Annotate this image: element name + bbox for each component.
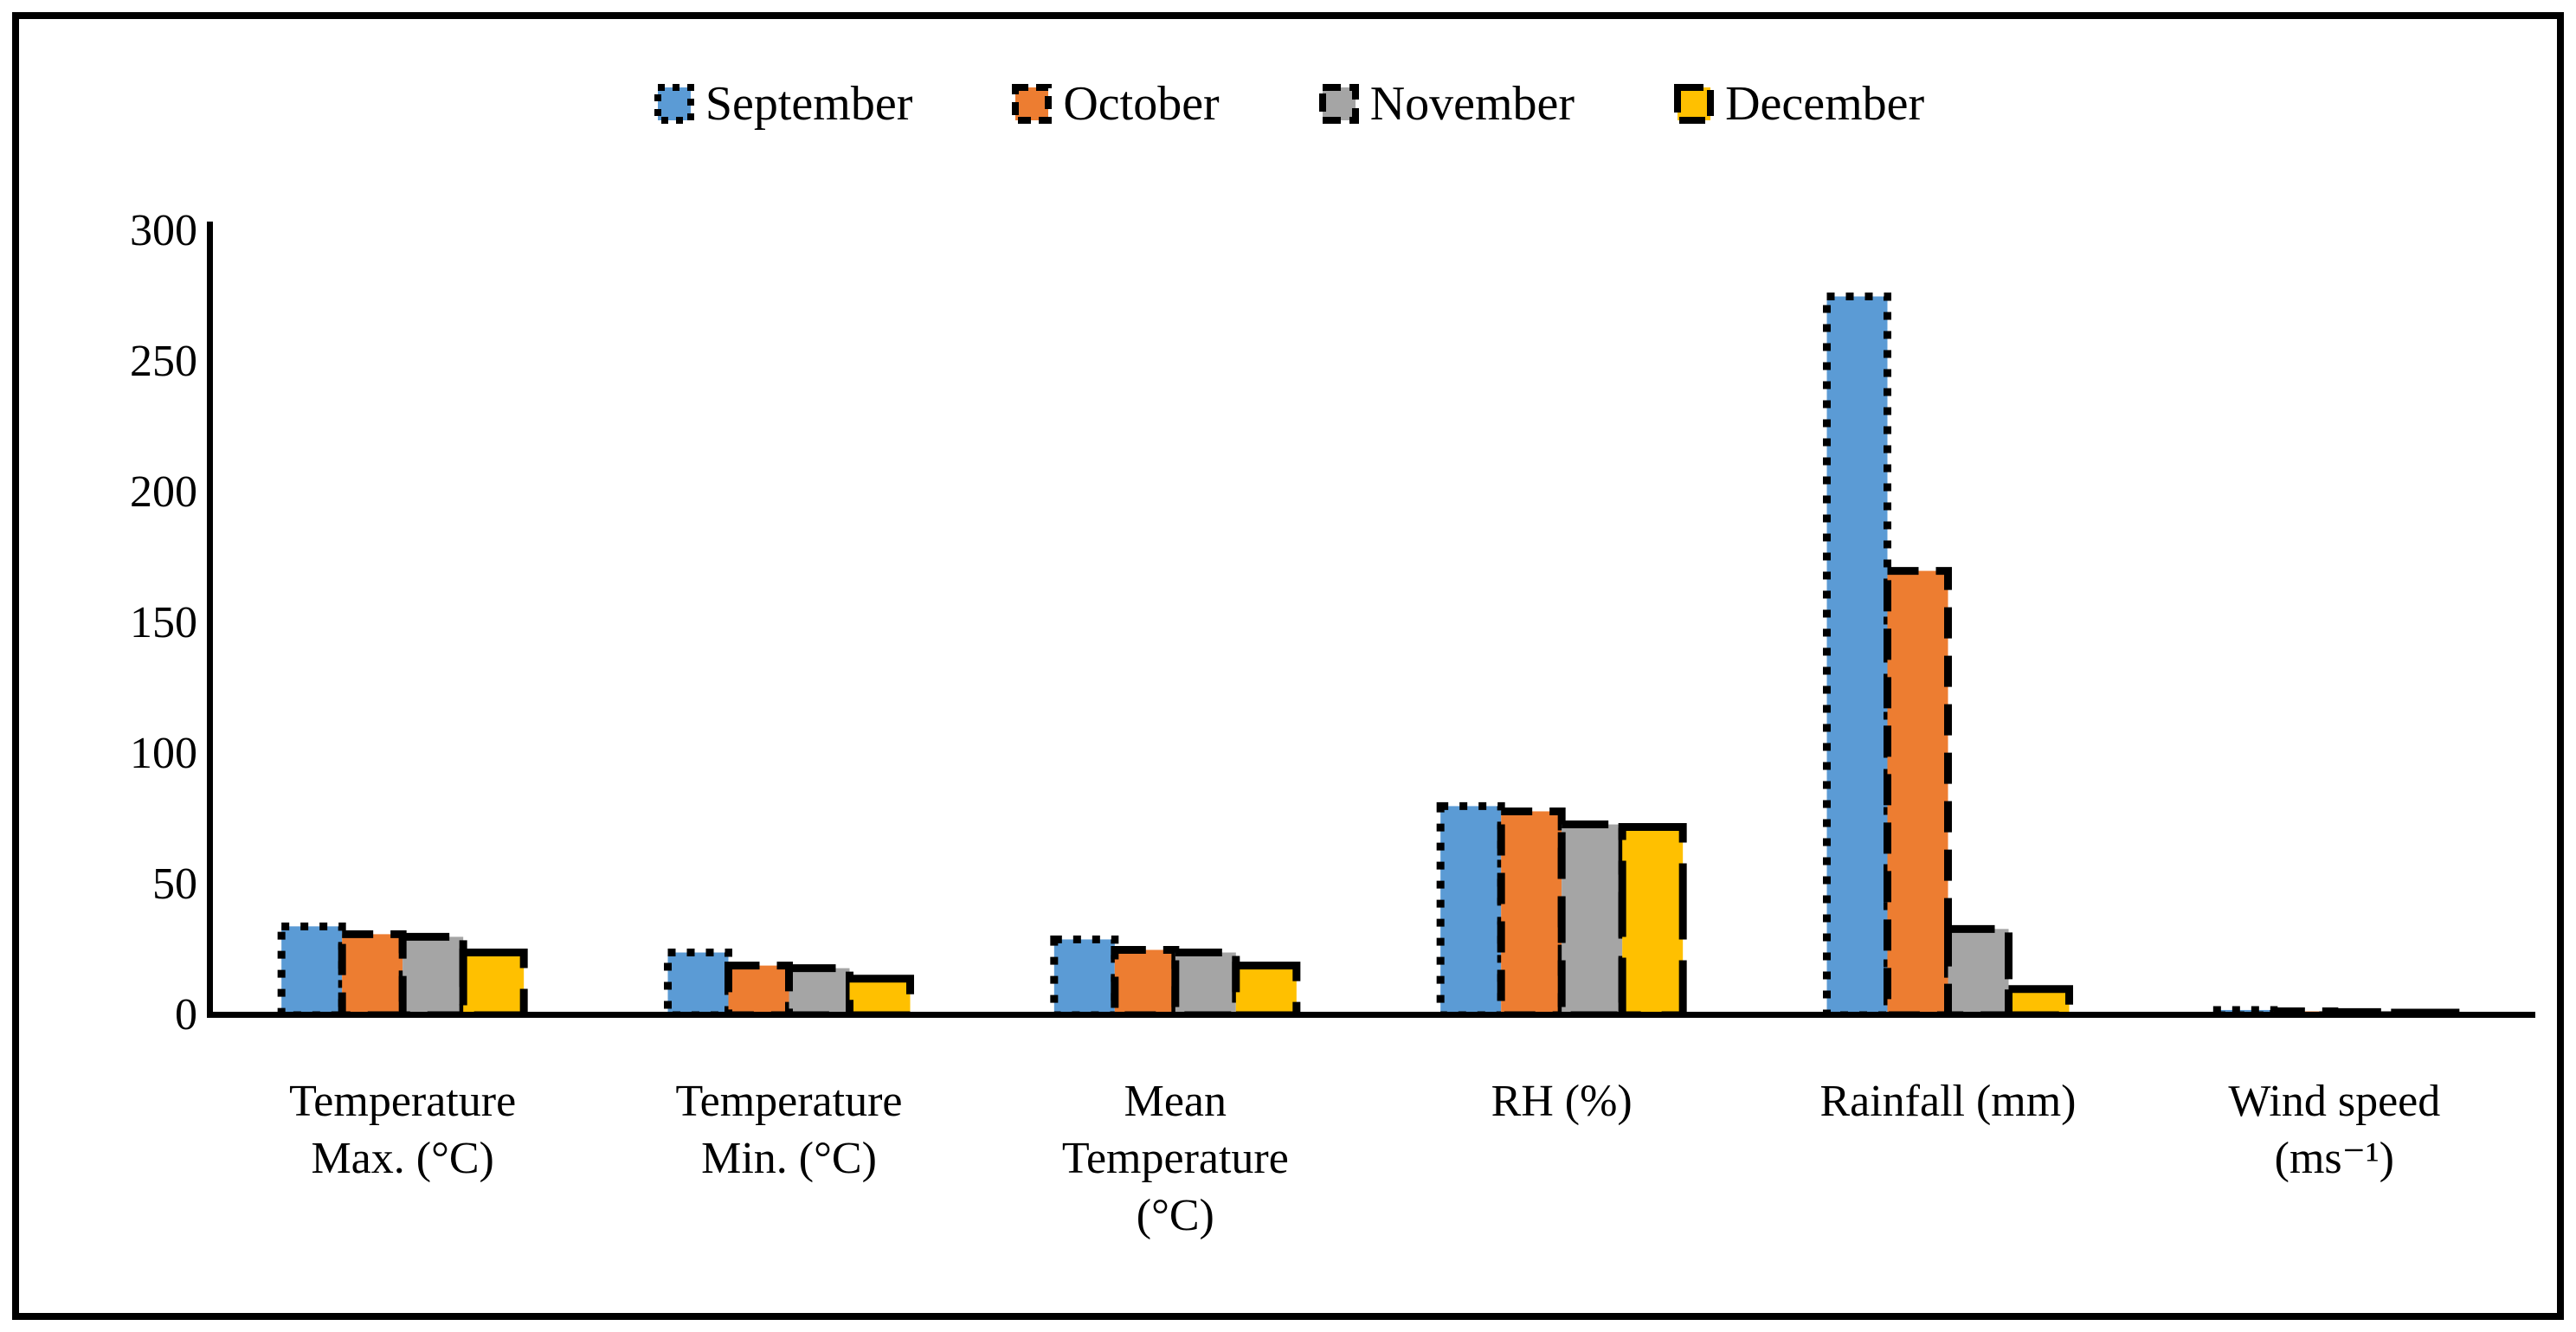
legend-item-september: September	[652, 80, 912, 128]
october-bar	[1111, 946, 1180, 1015]
x-category-label: Temperature Max. (°C)	[289, 1077, 517, 1183]
legend-item-december: December	[1671, 80, 1924, 128]
plot-area	[277, 293, 2460, 1015]
september-bar	[277, 922, 346, 1015]
legend-label-november: November	[1369, 77, 1575, 131]
chart-legend: September October November December	[0, 80, 2576, 128]
november-bar	[785, 964, 853, 1015]
legend-label-december: December	[1725, 77, 1925, 131]
y-tick-label-100: 100	[130, 729, 197, 778]
october-bar	[1497, 807, 1566, 1015]
december-bar	[1232, 962, 1301, 1015]
y-tick-label-50: 50	[152, 859, 197, 909]
chart-outer-border	[12, 12, 2564, 1320]
december-bar	[459, 949, 528, 1015]
legend-label-september: September	[705, 77, 913, 131]
october-bar	[1884, 567, 1952, 1015]
december-legend-marker-icon	[1674, 84, 1715, 124]
september-bar	[664, 949, 732, 1015]
september-legend-marker-icon	[654, 84, 694, 124]
x-category-label: RH (%)	[1491, 1077, 1633, 1126]
y-tick-label-150: 150	[130, 598, 197, 647]
x-category-label: Rainfall (mm)	[1819, 1077, 2077, 1126]
x-category-label: Wind speed (ms⁻¹)	[2228, 1077, 2441, 1183]
september-bar	[1823, 293, 1891, 1015]
november-bar	[1171, 949, 1240, 1015]
november-legend-marker-icon	[1318, 84, 1359, 124]
october-bar	[724, 962, 793, 1015]
legend-label-october: October	[1063, 77, 1220, 131]
y-tick-label-250: 250	[130, 337, 197, 386]
y-tick-label-0: 0	[175, 990, 197, 1039]
x-category-label: Mean Temperature (°C)	[1061, 1077, 1289, 1240]
y-axis-line	[207, 222, 213, 1018]
y-tick-label-200: 200	[130, 467, 197, 517]
november-bar	[1944, 924, 2012, 1015]
october-legend-marker-icon	[1012, 84, 1053, 124]
november-bar	[1557, 820, 1626, 1015]
november-bar	[398, 932, 467, 1015]
september-bar	[1050, 935, 1119, 1015]
december-bar	[846, 975, 914, 1015]
y-tick-label-300: 300	[130, 206, 197, 255]
x-axis-line	[207, 1012, 2535, 1018]
september-bar	[1436, 801, 1505, 1015]
legend-item-november: November	[1317, 80, 1575, 128]
legend-item-october: October	[1009, 77, 1220, 131]
october-bar	[338, 930, 407, 1015]
december-bar	[1618, 823, 1687, 1015]
x-category-label: Temperature Min. (°C)	[675, 1077, 903, 1183]
